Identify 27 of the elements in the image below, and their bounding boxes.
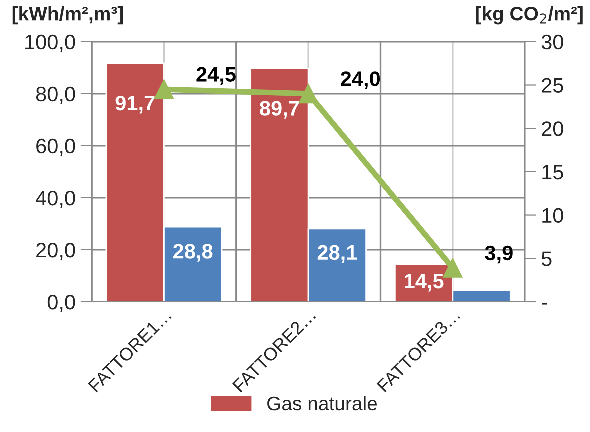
data-label: 91,7 bbox=[116, 96, 155, 114]
y2-axis-title: [kg CO$_{2}$/m²] bbox=[476, 6, 583, 25]
data-label: 28,8 bbox=[174, 244, 213, 262]
y-tick-label: 20,0 bbox=[36, 242, 76, 260]
y2-tick-label: 25 bbox=[542, 78, 564, 93]
y2-tick-label: - bbox=[542, 303, 548, 305]
data-label: 3,9 bbox=[485, 246, 513, 264]
point bbox=[443, 258, 463, 278]
y-tick-label: 100,0 bbox=[26, 34, 76, 52]
y2-tick-label: 30 bbox=[542, 34, 564, 50]
y-axis-title: [kWh/m²,m³] bbox=[12, 6, 124, 25]
data-label: 28,1 bbox=[318, 245, 358, 264]
y-tick-label: 40,0 bbox=[36, 190, 76, 208]
y-tick-label: 0,0 bbox=[48, 294, 76, 312]
data-label: 24,5 bbox=[196, 67, 236, 86]
data-label: 89,7 bbox=[260, 101, 300, 119]
data-label: 24,0 bbox=[341, 72, 380, 90]
legend-label: Gas naturale bbox=[268, 396, 378, 411]
y2-tick-label: 20 bbox=[542, 122, 564, 136]
data-label: 14,5 bbox=[405, 274, 444, 292]
point bbox=[298, 84, 318, 104]
y2-tick-label: 10 bbox=[542, 208, 564, 224]
y-tick-label: 80,0 bbox=[36, 86, 76, 104]
y2-tick-label: 5 bbox=[542, 252, 552, 266]
point bbox=[154, 80, 174, 100]
y-tick-label: 60,0 bbox=[36, 138, 76, 156]
y2-tick-label: 15 bbox=[542, 165, 564, 180]
